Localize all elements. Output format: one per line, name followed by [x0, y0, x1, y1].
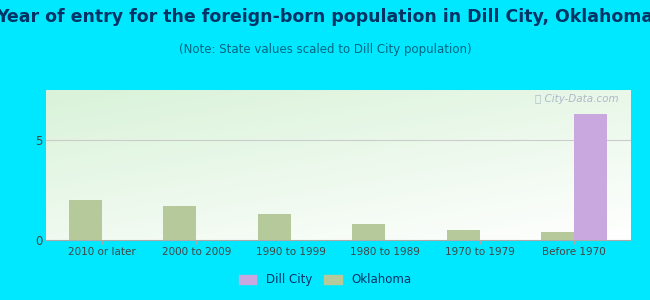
Bar: [258, 214, 291, 240]
Bar: [352, 224, 385, 240]
Legend: Dill City, Oklahoma: Dill City, Oklahoma: [234, 269, 416, 291]
Bar: [574, 114, 607, 240]
Text: ⓘ City-Data.com: ⓘ City-Data.com: [535, 94, 619, 104]
Bar: [163, 206, 196, 240]
Bar: [541, 232, 574, 240]
Bar: [447, 230, 480, 240]
Text: (Note: State values scaled to Dill City population): (Note: State values scaled to Dill City …: [179, 44, 471, 56]
Text: Year of entry for the foreign-born population in Dill City, Oklahoma: Year of entry for the foreign-born popul…: [0, 8, 650, 26]
Bar: [69, 200, 102, 240]
